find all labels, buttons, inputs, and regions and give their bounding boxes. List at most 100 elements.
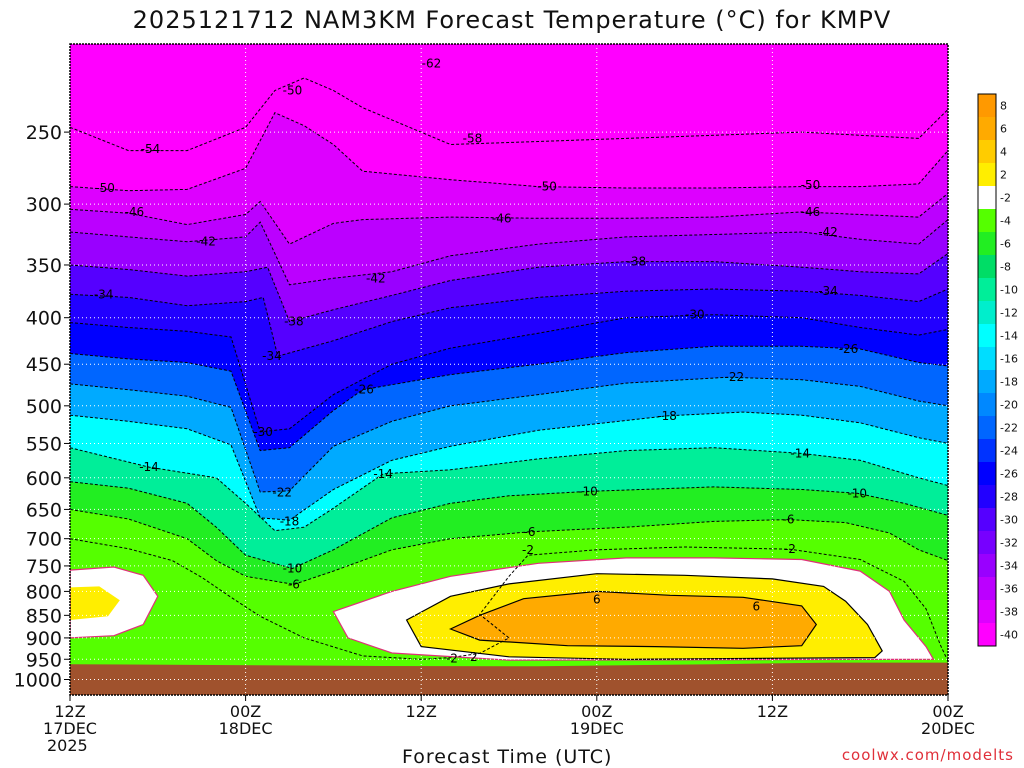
contour-label: -42 — [818, 225, 838, 239]
contour-label: -14 — [139, 460, 159, 474]
colorbar-swatch — [978, 117, 996, 140]
colorbar-swatch — [978, 232, 996, 255]
contour-label: -34 — [262, 349, 282, 363]
contour-label: -14 — [790, 446, 810, 460]
contour-label: 2 — [470, 650, 478, 664]
colorbar-label: -26 — [1000, 468, 1018, 481]
y-tick-label: 900 — [26, 628, 62, 650]
colorbar-swatch — [978, 255, 996, 278]
contour-label: -14 — [373, 467, 393, 481]
colorbar-swatch — [978, 209, 996, 232]
contour-label: -42 — [366, 271, 386, 285]
x-tick-label: 20DEC — [921, 719, 975, 738]
y-tick-label: 300 — [26, 194, 62, 216]
x-axis-label: Forecast Time (UTC) — [402, 746, 613, 768]
contour-label: -26 — [354, 383, 374, 397]
contour-label: -34 — [818, 284, 838, 298]
colorbar-swatch — [978, 301, 996, 324]
contour-label: -50 — [283, 84, 303, 98]
contour-label: -62 — [422, 56, 442, 70]
colorbar-label: -22 — [1000, 422, 1018, 435]
warm-outline-main-2 — [332, 557, 935, 661]
contour-label: -46 — [801, 205, 821, 219]
colorbar-label: -38 — [1000, 606, 1018, 619]
isotherm--42 — [70, 219, 948, 286]
colorbar-swatch — [978, 485, 996, 508]
colorbar-swatch — [978, 439, 996, 462]
contour-label: -10 — [283, 562, 303, 576]
colorbar-swatch — [978, 324, 996, 347]
colorbar-label: -2 — [1000, 192, 1011, 205]
isotherm--54 — [70, 77, 948, 152]
isotherm--38 — [70, 253, 948, 323]
isotherm-solid-2 — [405, 573, 883, 660]
colorbar-swatch — [978, 416, 996, 439]
y-tick-label: 250 — [26, 122, 62, 144]
contour-label: -10 — [847, 486, 867, 500]
colorbar-swatch — [978, 94, 996, 117]
colorbar-label: -28 — [1000, 491, 1018, 504]
x-tick-label: 19DEC — [570, 719, 624, 738]
colorbar-label: 6 — [1000, 123, 1007, 136]
contour-label: -6 — [524, 525, 536, 539]
colorbar-label: -32 — [1000, 537, 1018, 550]
x-tick-label: 18DEC — [219, 719, 273, 738]
colorbar-swatch — [978, 462, 996, 485]
y-tick-label: 750 — [26, 556, 62, 578]
colorbar-label: -36 — [1000, 583, 1018, 596]
y-tick-label: 450 — [26, 354, 62, 376]
isotherm--22 — [70, 376, 948, 493]
warm-layer-main-core — [450, 591, 817, 649]
x-tick-label: 12Z — [757, 702, 788, 721]
source-watermark: coolwx.com/modelts — [841, 746, 1014, 764]
isotherm--46 — [70, 193, 948, 245]
colorbar-swatch — [978, 140, 996, 163]
colorbar-swatch — [978, 531, 996, 554]
colorbar-label: 2 — [1000, 169, 1007, 182]
colorbar-label: -4 — [1000, 215, 1011, 228]
colorbar-swatch — [978, 508, 996, 531]
contour-label: -30 — [253, 425, 273, 439]
contour-label: -2 — [446, 651, 458, 665]
ground-fill — [70, 662, 948, 695]
colorbar-label: -24 — [1000, 445, 1018, 458]
colorbar-label: -40 — [1000, 629, 1018, 642]
y-tick-label: 850 — [26, 605, 62, 627]
y-tick-label: 650 — [26, 499, 62, 521]
contour-label: -34 — [94, 287, 114, 301]
colorbar-label: -8 — [1000, 261, 1011, 274]
isotherm--26 — [70, 345, 948, 452]
colorbar-swatch — [978, 186, 996, 209]
y-tick-label: 500 — [26, 396, 62, 418]
contour-label: -46 — [492, 211, 512, 225]
contour-label: -42 — [196, 235, 216, 249]
colorbar-label: -12 — [1000, 307, 1018, 320]
colorbar-swatch — [978, 623, 996, 646]
colorbar-label: -18 — [1000, 376, 1018, 389]
color-bands — [70, 77, 948, 695]
colorbar-label: -30 — [1000, 514, 1018, 527]
isotherm-solid-6 — [448, 590, 818, 649]
y-tick-label: 600 — [26, 468, 62, 490]
x-tick-label: 12Z — [406, 702, 437, 721]
contour-label: -6 — [288, 577, 300, 591]
colorbar-swatch — [978, 370, 996, 393]
colorbar-swatch — [978, 347, 996, 370]
x-tick-label: 00Z — [581, 702, 612, 721]
colorbar-label: -6 — [1000, 238, 1011, 251]
contour-label: -2 — [784, 542, 796, 556]
chart-title: 2025121712 NAM3KM Forecast Temperature (… — [132, 6, 892, 34]
colorbar-label: -14 — [1000, 330, 1018, 343]
isotherm--34 — [70, 288, 948, 357]
contour-label: -18 — [280, 514, 300, 528]
x-tick-label: 00Z — [230, 702, 261, 721]
contour-label: -18 — [657, 409, 677, 423]
y-tick-label: 550 — [26, 433, 62, 455]
colorbar-label: 4 — [1000, 146, 1007, 159]
x-tick-label: 17DEC — [43, 719, 97, 738]
contour-label: -50 — [537, 180, 557, 194]
y-tick-label: 700 — [26, 529, 62, 551]
contour-label: 6 — [593, 593, 601, 607]
x-tick-label: 00Z — [932, 702, 963, 721]
